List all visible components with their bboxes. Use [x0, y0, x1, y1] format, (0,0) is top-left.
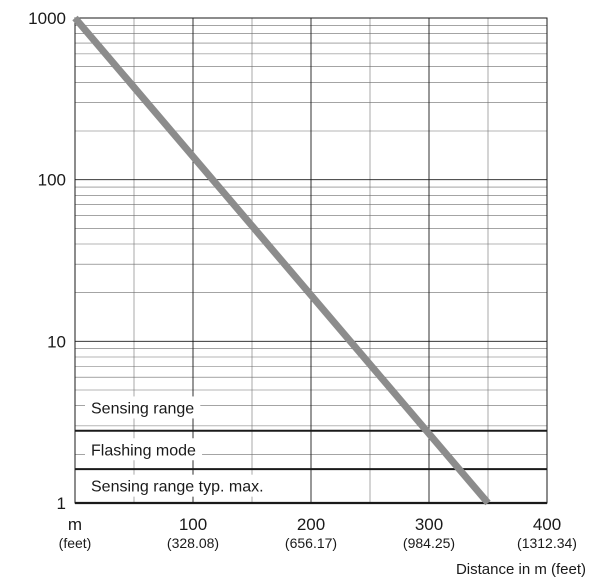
- zone-label-bg: [85, 474, 270, 497]
- x-tick-sublabel: (328.08): [167, 535, 219, 551]
- x-tick-label: m: [68, 515, 82, 534]
- zone-label-1: Sensing range: [91, 400, 194, 417]
- x-tick-label: 200: [297, 515, 325, 534]
- x-axis-label: Distance in m (feet): [456, 561, 586, 578]
- x-tick-sublabel: (1312.34): [517, 535, 577, 551]
- series-layer: [72, 15, 491, 506]
- x-tick-sublabel: (984.25): [403, 535, 455, 551]
- y-tick-label: 10: [47, 332, 66, 351]
- y-tick-label: 100: [38, 171, 66, 190]
- zone-layer: Sensing range Flashing mode Sensing range …: [75, 396, 547, 497]
- grid-major: [74, 17, 548, 505]
- zone-label-2: Flashing mode: [91, 442, 196, 459]
- x-tick-sublabel: (feet): [59, 535, 92, 551]
- series-line-1: [72, 15, 491, 506]
- y-tick-label: 1000: [28, 9, 66, 28]
- zone-label-bg: [85, 438, 203, 461]
- y-tick-label: 1: [57, 494, 66, 513]
- x-tick-label: 100: [179, 515, 207, 534]
- x-tick-labels: m(feet) 100(328.08) 200(656.17) 300(984.25)…: [59, 515, 577, 551]
- x-tick-label: 300: [415, 515, 443, 534]
- x-tick-label: 400: [533, 515, 561, 534]
- zone-label-bg: [85, 396, 201, 419]
- x-tick-sublabel: (656.17): [285, 535, 337, 551]
- y-tick-labels: 1 10 100 1000: [28, 9, 66, 513]
- zone-label-3: Sensing range typ. max.: [91, 479, 264, 496]
